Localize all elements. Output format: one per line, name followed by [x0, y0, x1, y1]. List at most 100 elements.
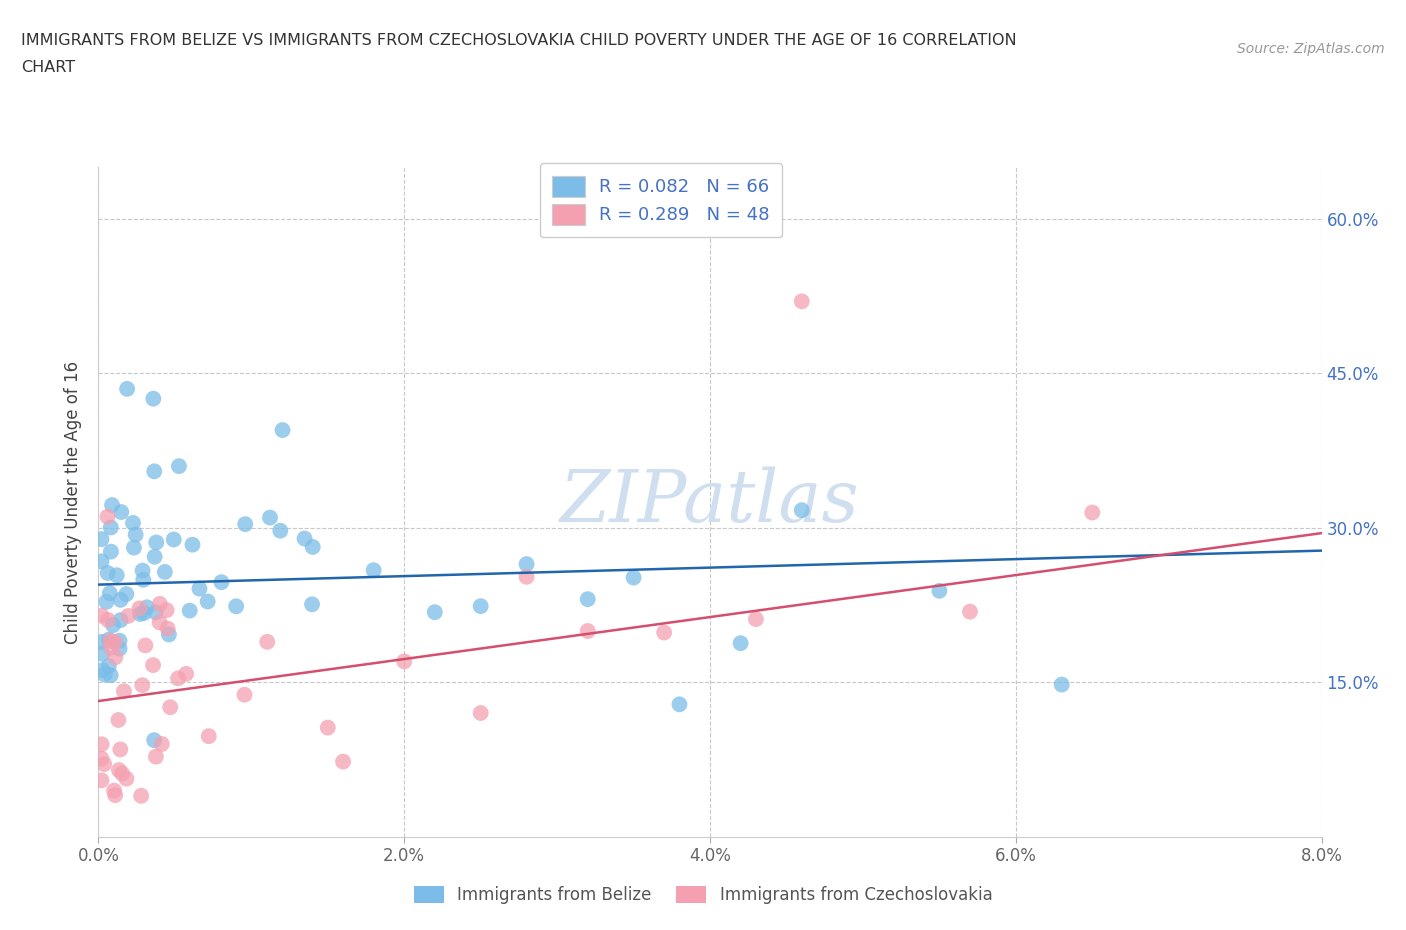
Point — [269, 524, 291, 538]
Point — [129, 789, 152, 804]
Point — [145, 535, 167, 550]
Point — [576, 624, 599, 639]
Point — [115, 587, 138, 602]
Text: IMMIGRANTS FROM BELIZE VS IMMIGRANTS FROM CZECHOSLOVAKIA CHILD POVERTY UNDER THE: IMMIGRANTS FROM BELIZE VS IMMIGRANTS FRO… — [21, 33, 1017, 47]
Point — [271, 422, 294, 437]
Point — [129, 606, 152, 621]
Point — [93, 667, 115, 682]
Point — [188, 581, 211, 596]
Point — [104, 650, 127, 665]
Point — [143, 550, 166, 565]
Point — [96, 594, 118, 609]
Point — [100, 640, 122, 655]
Point — [423, 604, 446, 619]
Point — [392, 654, 416, 669]
Point — [143, 464, 166, 479]
Point — [142, 658, 165, 672]
Point — [111, 766, 134, 781]
Point — [122, 515, 145, 530]
Point — [301, 539, 323, 554]
Point — [132, 572, 155, 587]
Legend: Immigrants from Belize, Immigrants from Czechoslovakia: Immigrants from Belize, Immigrants from … — [405, 878, 1001, 912]
Text: CHART: CHART — [21, 60, 75, 75]
Point — [150, 737, 173, 751]
Point — [181, 538, 204, 552]
Point — [623, 570, 645, 585]
Point — [668, 697, 690, 711]
Point — [97, 613, 120, 628]
Point — [790, 503, 813, 518]
Point — [90, 608, 112, 623]
Point — [108, 633, 131, 648]
Point — [100, 520, 122, 535]
Point — [100, 544, 122, 559]
Point — [145, 750, 167, 764]
Point — [790, 294, 813, 309]
Point — [96, 510, 118, 525]
Point — [122, 540, 145, 555]
Point — [745, 612, 768, 627]
Point — [167, 671, 190, 685]
Point — [233, 687, 256, 702]
Point — [332, 754, 354, 769]
Point — [363, 563, 385, 578]
Point — [101, 618, 124, 632]
Point — [108, 641, 131, 656]
Point — [104, 634, 127, 649]
Y-axis label: Child Poverty Under the Age of 16: Child Poverty Under the Age of 16 — [65, 361, 83, 644]
Point — [197, 594, 219, 609]
Point — [98, 633, 121, 648]
Point — [104, 788, 127, 803]
Point — [132, 605, 155, 620]
Point — [209, 575, 232, 590]
Point — [730, 636, 752, 651]
Point — [256, 634, 278, 649]
Point — [97, 565, 120, 580]
Point — [115, 771, 138, 786]
Point — [516, 557, 538, 572]
Point — [100, 668, 122, 683]
Point — [149, 615, 172, 630]
Point — [1081, 505, 1104, 520]
Point — [91, 663, 114, 678]
Point — [163, 532, 186, 547]
Point — [110, 592, 132, 607]
Point — [90, 634, 112, 649]
Point — [97, 658, 120, 673]
Point — [135, 600, 157, 615]
Point — [110, 613, 132, 628]
Point — [294, 531, 316, 546]
Point — [470, 706, 492, 721]
Point — [90, 737, 112, 751]
Point — [156, 621, 179, 636]
Point — [652, 625, 675, 640]
Point — [134, 638, 156, 653]
Point — [105, 567, 128, 582]
Point — [156, 603, 179, 618]
Point — [91, 646, 114, 661]
Point — [233, 517, 256, 532]
Point — [93, 757, 115, 772]
Text: ZIPatlas: ZIPatlas — [560, 467, 860, 538]
Point — [131, 564, 153, 578]
Point — [98, 586, 121, 601]
Point — [153, 565, 176, 579]
Point — [197, 729, 219, 744]
Legend: R = 0.082   N = 66, R = 0.289   N = 48: R = 0.082 N = 66, R = 0.289 N = 48 — [540, 163, 783, 237]
Point — [110, 505, 132, 520]
Point — [316, 720, 339, 735]
Point — [142, 392, 165, 406]
Point — [90, 554, 112, 569]
Text: Source: ZipAtlas.com: Source: ZipAtlas.com — [1237, 42, 1385, 56]
Point — [101, 498, 124, 512]
Point — [115, 381, 138, 396]
Point — [225, 599, 247, 614]
Point — [108, 763, 131, 777]
Point — [174, 667, 197, 682]
Point — [124, 527, 146, 542]
Point — [90, 751, 112, 766]
Point — [159, 699, 181, 714]
Point — [179, 604, 201, 618]
Point — [516, 569, 538, 584]
Point — [301, 597, 323, 612]
